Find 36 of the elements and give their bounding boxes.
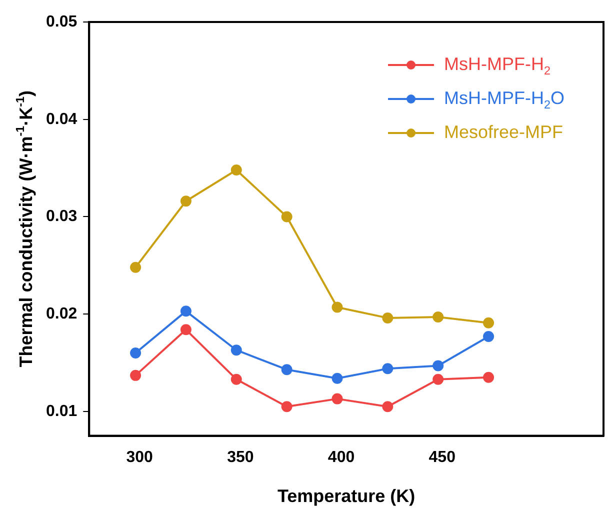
legend-label: Mesofree-MPF [444,122,564,142]
point [281,401,292,412]
point [281,364,292,376]
point [382,363,394,374]
point [332,302,343,313]
y-tick-label: 0.03 [46,208,78,226]
point [432,360,444,372]
point [382,312,394,324]
y-tick-label: 0.04 [46,110,78,128]
y-tick-label: 0.02 [46,306,78,322]
point [332,393,343,404]
point [180,324,192,336]
y-tick-label: 0.01 [46,402,78,420]
x-tick-label: 350 [227,448,254,466]
point [130,370,142,381]
point [230,344,242,356]
point [483,330,494,342]
point [483,317,494,328]
point [483,372,494,383]
point [130,348,142,359]
point [382,401,394,412]
x-tick-label: 400 [328,448,355,466]
point [130,262,142,273]
point [180,306,192,317]
point [281,211,292,222]
point [230,164,242,176]
point [332,372,343,384]
x-tick-label: 450 [428,448,456,466]
x-axis-title: Temperature (K) [277,486,416,506]
point [180,196,192,207]
point [432,312,444,323]
y-tick-label: 0.05 [46,13,78,30]
x-tick-label: 300 [126,448,154,466]
point [230,374,242,385]
y-axis-title: Thermal conductivity (W·m-1·K-1) [14,90,36,368]
point [432,374,444,385]
